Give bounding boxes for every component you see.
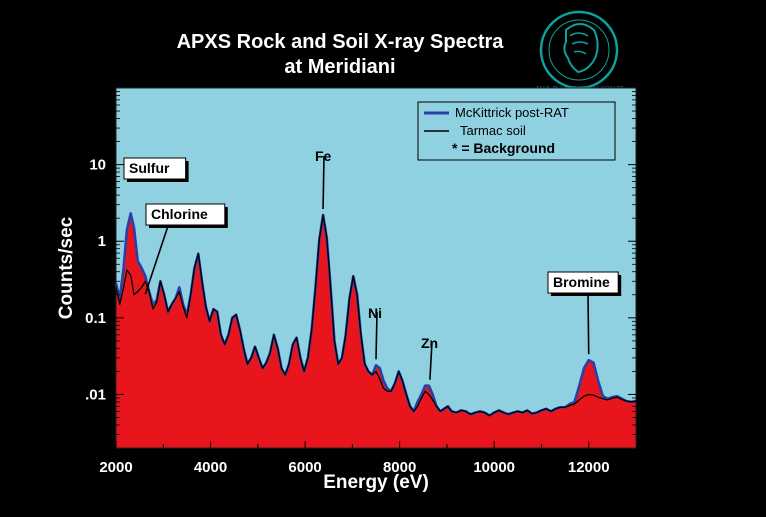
y-tick-label: .01 — [85, 386, 106, 403]
annotation-bromine: Bromine — [547, 271, 622, 296]
plot-frame — [115, 87, 637, 449]
annotation-label-ni: Ni — [368, 305, 382, 321]
annotation-box — [145, 203, 226, 226]
annotation-leader-bromine — [587, 293, 590, 355]
annotation-leader-ni — [375, 311, 378, 360]
legend-box — [417, 101, 616, 161]
element-annotations: Sulfur Chlorine Fe Ni Zn Bromine — [123, 148, 622, 380]
annotation-label-sulfur: Sulfur — [129, 160, 170, 176]
annotation-sulfur: Sulfur — [123, 157, 189, 182]
chart-subtitle: at Meridiani — [284, 56, 395, 78]
annotation-leader-chlorine — [144, 225, 169, 295]
annotation-label-fe: Fe — [315, 148, 332, 164]
series-line-tarmac — [115, 214, 637, 417]
spectrum-fill-layer — [116, 213, 636, 448]
legend-note: * = Background — [452, 140, 555, 156]
annotation-box — [547, 271, 619, 294]
y-tick-label: 10 — [89, 157, 106, 174]
x-tick-label: 10000 — [473, 459, 515, 476]
y-tick-label: 0.1 — [85, 310, 106, 327]
x-tick-label: 4000 — [194, 459, 227, 476]
annotation-zn: Zn — [421, 335, 438, 351]
annotation-label-bromine: Bromine — [553, 274, 610, 290]
annotation-leader-zn — [429, 341, 433, 380]
x-tick-label: 8000 — [383, 459, 416, 476]
x-axis-title: Energy (eV) — [323, 472, 429, 493]
y-axis: .01 0.1 1 10 — [85, 91, 636, 435]
spectrum-fill-area — [116, 213, 636, 448]
legend-label-tarmac: Tarmac soil — [460, 123, 526, 138]
annotation-box — [123, 157, 187, 180]
annotation-label-zn: Zn — [421, 335, 438, 351]
x-tick-label: 2000 — [99, 459, 132, 476]
annotation-chlorine: Chlorine — [145, 203, 228, 228]
y-tick-label: 1 — [98, 233, 106, 250]
x-tick-label: 6000 — [288, 459, 321, 476]
legend-label-mckittrick: McKittrick post-RAT — [455, 105, 569, 120]
y-axis-title: Counts/sec — [56, 216, 77, 319]
chart-title: APXS Rock and Soil X-ray Spectra — [177, 31, 505, 53]
annotation-ni: Ni — [368, 305, 382, 321]
annotation-leader-fe — [322, 155, 325, 210]
annotation-fe: Fe — [315, 148, 332, 164]
x-axis: 2000 4000 6000 8000 10000 12000 — [99, 441, 610, 476]
annotation-label-chlorine: Chlorine — [151, 206, 208, 222]
x-tick-label: 12000 — [568, 459, 610, 476]
series-layer — [114, 212, 637, 417]
legend: McKittrick post-RAT Tarmac soil * = Back… — [417, 101, 616, 161]
